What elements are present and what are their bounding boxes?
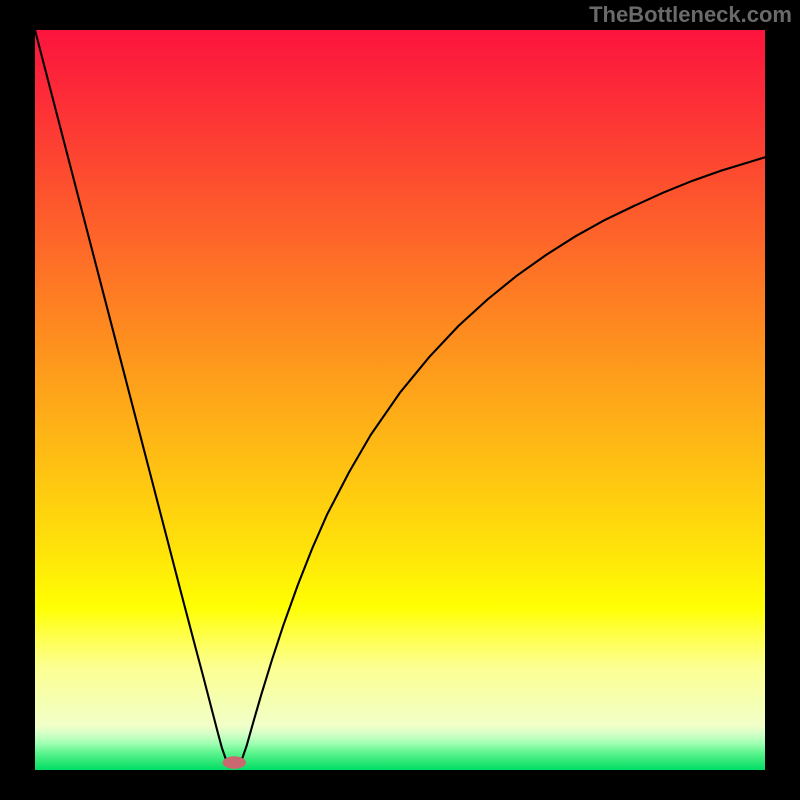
chart-svg bbox=[0, 0, 800, 800]
minimum-marker bbox=[223, 756, 246, 769]
watermark-text: TheBottleneck.com bbox=[589, 2, 792, 28]
plot-background bbox=[35, 30, 765, 770]
bottleneck-chart: TheBottleneck.com bbox=[0, 0, 800, 800]
